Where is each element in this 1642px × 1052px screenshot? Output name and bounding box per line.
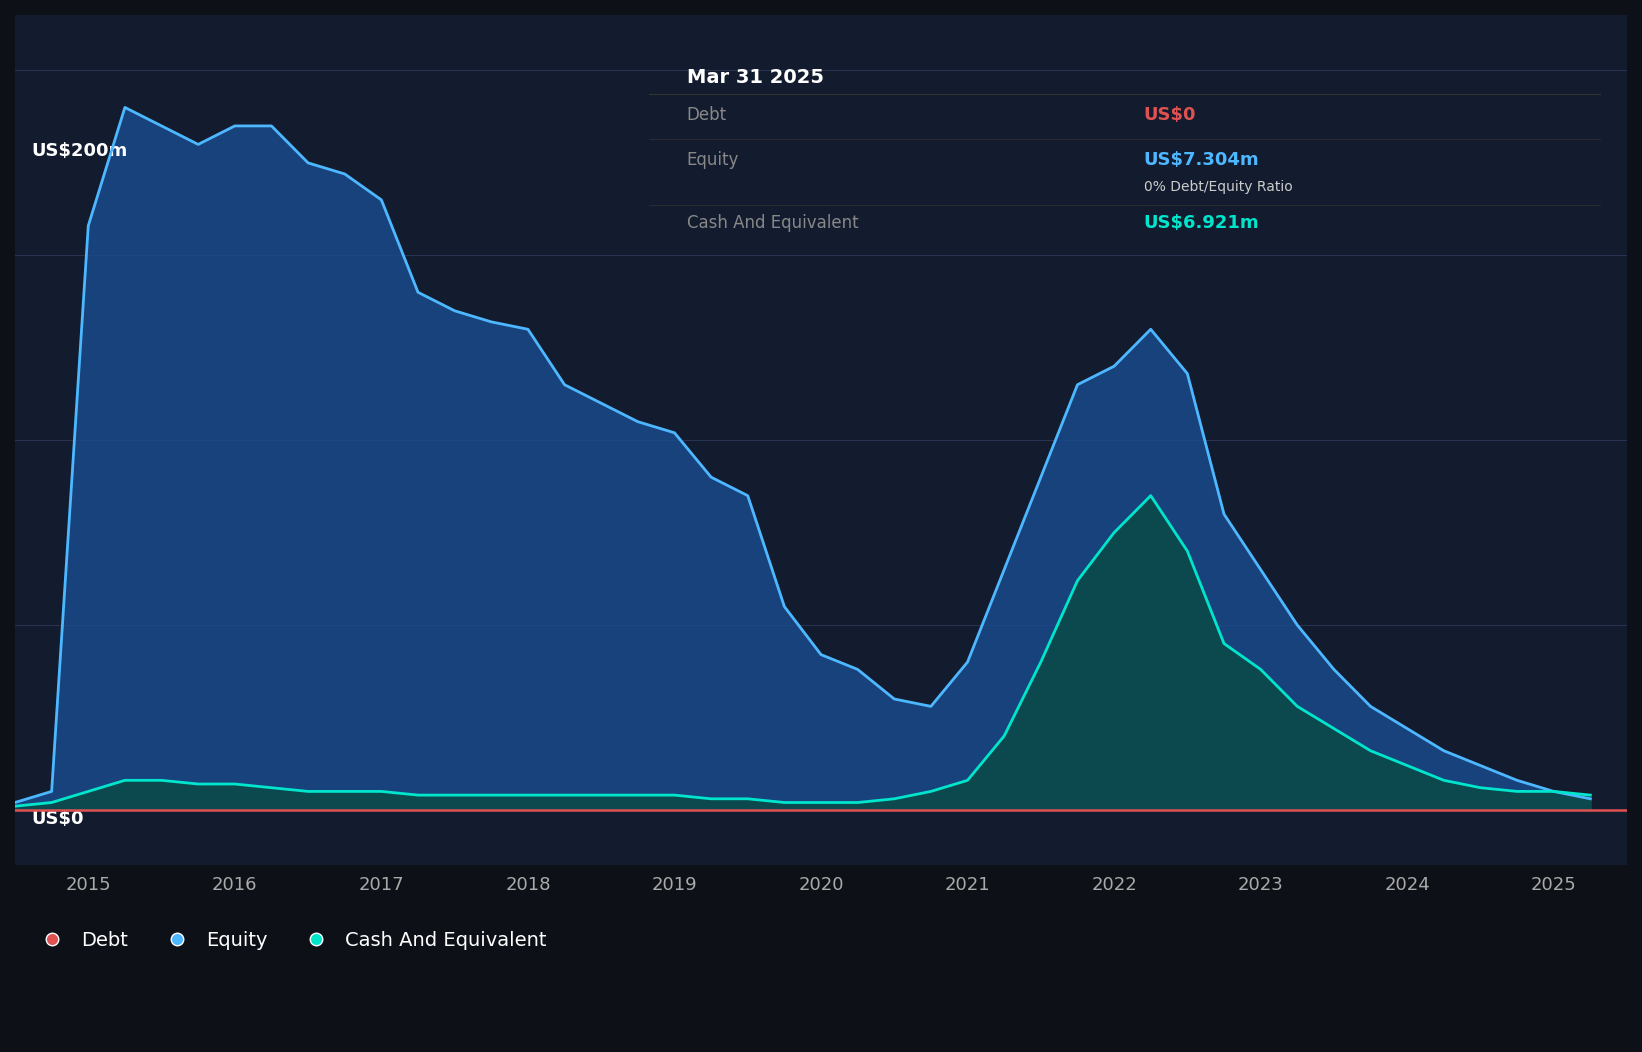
Text: US$0: US$0 [31,810,84,828]
Text: Mar 31 2025: Mar 31 2025 [686,67,824,86]
Legend: Debt, Equity, Cash And Equivalent: Debt, Equity, Cash And Equivalent [25,923,555,957]
Text: US$7.304m: US$7.304m [1144,150,1259,169]
Text: US$0: US$0 [1144,106,1197,124]
Text: US$6.921m: US$6.921m [1144,215,1259,232]
Text: 0% Debt/Equity Ratio: 0% Debt/Equity Ratio [1144,180,1292,194]
Text: Equity: Equity [686,150,739,169]
Text: Debt: Debt [686,106,727,124]
Text: Cash And Equivalent: Cash And Equivalent [686,215,859,232]
Text: US$200m: US$200m [31,142,128,160]
